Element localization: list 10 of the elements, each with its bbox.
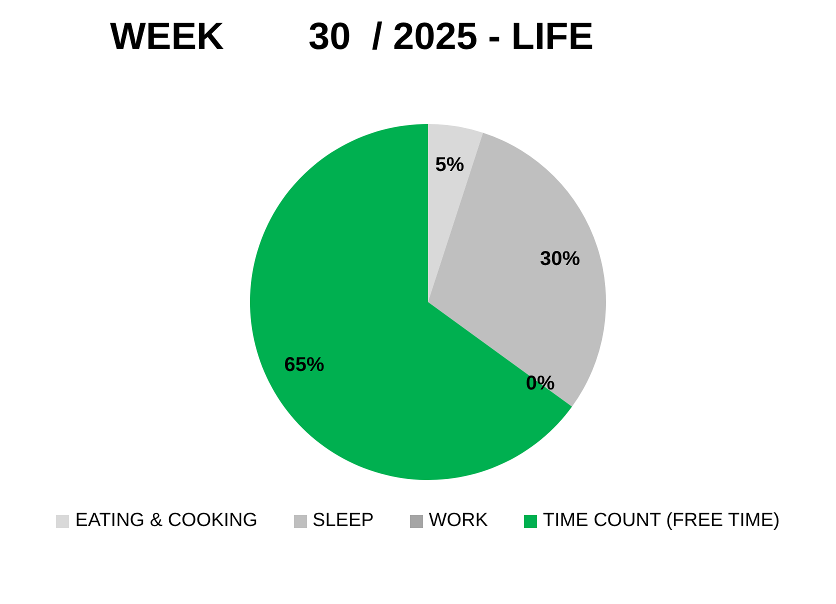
data-label: 30% bbox=[540, 248, 580, 270]
chart-title: WEEK 30 / 2025 - LIFE bbox=[110, 16, 594, 59]
legend-label: SLEEP bbox=[312, 510, 374, 532]
data-label: 65% bbox=[284, 354, 325, 376]
pie-slice bbox=[428, 132, 606, 407]
legend-label: EATING & COOKING bbox=[75, 510, 258, 532]
data-label: 5% bbox=[435, 154, 464, 176]
legend-label: WORK bbox=[428, 510, 488, 532]
pie-slice bbox=[428, 124, 484, 302]
legend-label: TIME COUNT (FREE TIME) bbox=[542, 510, 780, 532]
